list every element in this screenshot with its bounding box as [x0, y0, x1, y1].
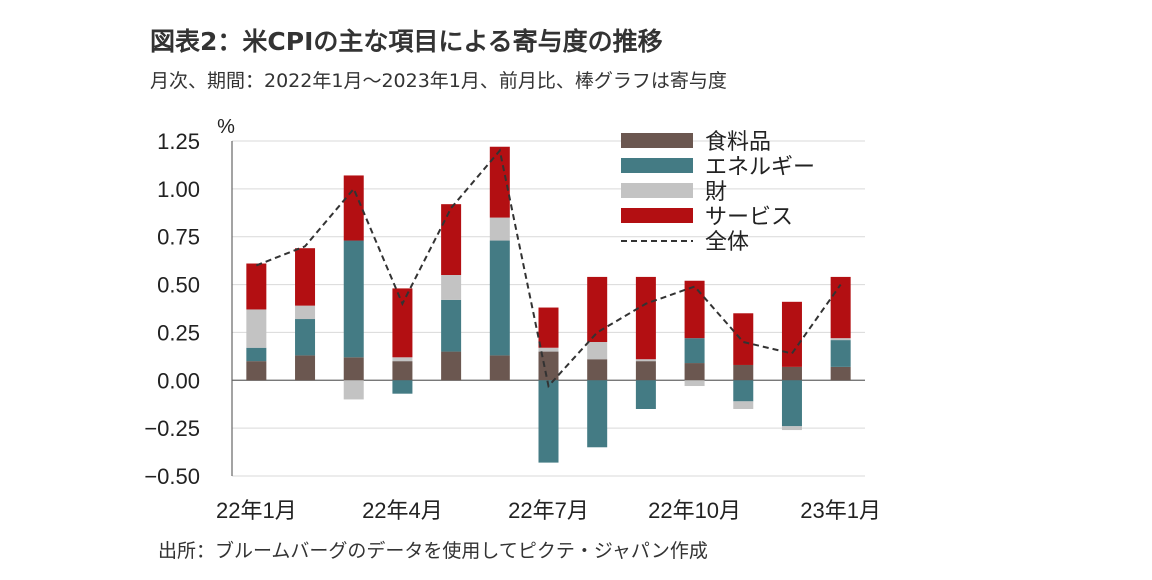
bar-food	[781, 366, 802, 381]
total-line-path	[255, 148, 842, 389]
bar-services	[538, 307, 559, 348]
bar-energy	[733, 380, 754, 402]
legend-label-goods: 財	[705, 180, 727, 205]
bar-food	[392, 361, 413, 381]
bar-goods	[635, 359, 656, 362]
source-note: 出所：ブルームバーグのデータを使用してピクテ・ジャパン作成	[158, 540, 708, 562]
bar-food	[587, 359, 608, 381]
y-tick-label: 1.00	[157, 177, 200, 202]
bar-energy	[635, 380, 656, 409]
bar-goods	[246, 309, 267, 348]
legend-label-total: 全体	[705, 230, 749, 255]
bar-services	[441, 204, 462, 275]
bar-energy	[392, 380, 413, 394]
bar-food	[733, 364, 754, 381]
bar-energy	[441, 299, 462, 352]
bar-goods	[392, 357, 413, 362]
bar-goods	[295, 305, 316, 320]
bar-energy	[489, 240, 510, 356]
bar-goods	[733, 401, 754, 409]
legend-swatch-services	[621, 208, 693, 223]
bar-goods	[684, 380, 705, 387]
bar-energy	[246, 347, 267, 362]
y-tick-label: 0.50	[157, 273, 200, 298]
bar-services	[781, 301, 802, 367]
bar-food	[246, 361, 267, 381]
bar-services	[246, 263, 267, 310]
legend-label-food: 食料品	[705, 130, 771, 155]
bar-energy	[587, 380, 608, 448]
bar-services	[635, 276, 656, 360]
bar-energy	[343, 240, 364, 358]
bar-food	[489, 355, 510, 381]
bar-food	[684, 363, 705, 381]
bar-energy	[781, 380, 802, 427]
bar-food	[635, 361, 656, 381]
legend-swatch-energy	[621, 158, 693, 173]
bar-food	[830, 366, 851, 381]
bar-services	[392, 288, 413, 358]
y-tick-label: 0.00	[157, 368, 200, 393]
legend-swatch-goods	[621, 183, 693, 198]
bar-energy	[295, 319, 316, 356]
total-line	[255, 148, 842, 389]
bar-energy	[684, 338, 705, 364]
bar-goods	[489, 217, 510, 241]
bar-food	[295, 355, 316, 381]
bar-services	[343, 175, 364, 241]
bar-goods	[441, 275, 462, 300]
bar-goods	[587, 342, 608, 360]
bar-food	[441, 351, 462, 381]
legend-swatch-food	[621, 133, 693, 148]
y-tick-label: 0.75	[157, 225, 200, 250]
bar-goods	[781, 426, 802, 431]
tick-labels: 1.25 1.00 0.75 0.50 0.25 0.00 −0.25 −0.50% 22年1月…	[144, 116, 881, 523]
y-tick-label: 0.25	[157, 320, 200, 345]
bar-goods	[343, 380, 364, 400]
bar-goods	[830, 338, 851, 341]
chart-subtitle: 月次、期間：2022年1月～2023年1月、前月比、棒グラフは寄与度	[150, 70, 727, 92]
y-unit-label: %	[217, 116, 235, 138]
bar-services	[733, 313, 754, 365]
y-tick-label: 1.25	[157, 129, 200, 154]
x-tick-label: 22年10月	[648, 498, 741, 523]
bar-services	[684, 280, 705, 339]
bar-food	[343, 357, 364, 381]
x-tick-label: 22年7月	[508, 498, 589, 523]
bar-energy	[538, 380, 559, 463]
bar-goods	[538, 347, 559, 352]
legend-label-energy: エネルギー	[705, 155, 815, 180]
bar-services	[295, 248, 316, 306]
y-tick-label: −0.50	[144, 464, 200, 489]
x-tick-label: 22年4月	[362, 498, 443, 523]
bar-services	[489, 146, 510, 218]
x-tick-label: 22年1月	[216, 498, 297, 523]
legend-label-services: サービス	[705, 205, 793, 230]
chart-title: 図表2：米CPIの主な項目による寄与度の推移	[150, 27, 663, 56]
y-tick-label: −0.25	[144, 416, 200, 441]
bar-energy	[830, 340, 851, 367]
bar-services	[587, 276, 608, 342]
x-tick-label: 23年1月	[800, 498, 881, 523]
bar-food	[538, 351, 559, 381]
bars	[246, 146, 851, 463]
